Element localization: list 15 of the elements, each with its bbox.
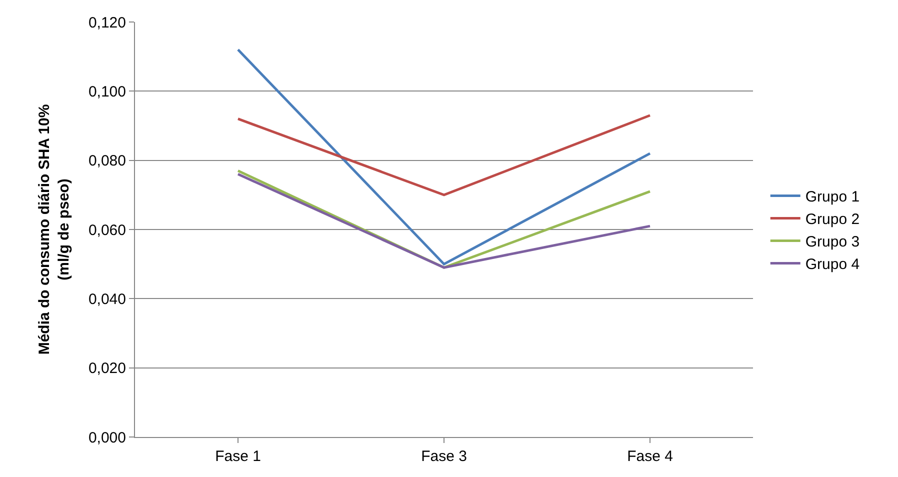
y-tick-label: 0,000 bbox=[88, 429, 126, 446]
legend-label: Grupo 4 bbox=[805, 256, 860, 274]
y-tick-label: 0,080 bbox=[88, 152, 126, 170]
legend-label: Grupo 2 bbox=[805, 211, 860, 228]
y-tick-label: 0,120 bbox=[88, 14, 126, 32]
y-tick-label: 0,040 bbox=[88, 290, 126, 308]
y-tick-label: 0,100 bbox=[88, 83, 126, 100]
y-tick-label: 0,060 bbox=[88, 222, 126, 239]
legend-label: Grupo 1 bbox=[805, 188, 860, 206]
legend-label: Grupo 3 bbox=[805, 234, 860, 251]
x-tick-label: Fase 1 bbox=[215, 448, 261, 465]
x-tick-label: Fase 3 bbox=[421, 448, 467, 465]
x-tick-label: Fase 4 bbox=[627, 448, 673, 465]
y-axis-title: Média do consumo diário SHA 10% (ml/g de pseo) bbox=[36, 104, 73, 355]
y-tick-label: 0,020 bbox=[88, 360, 126, 378]
